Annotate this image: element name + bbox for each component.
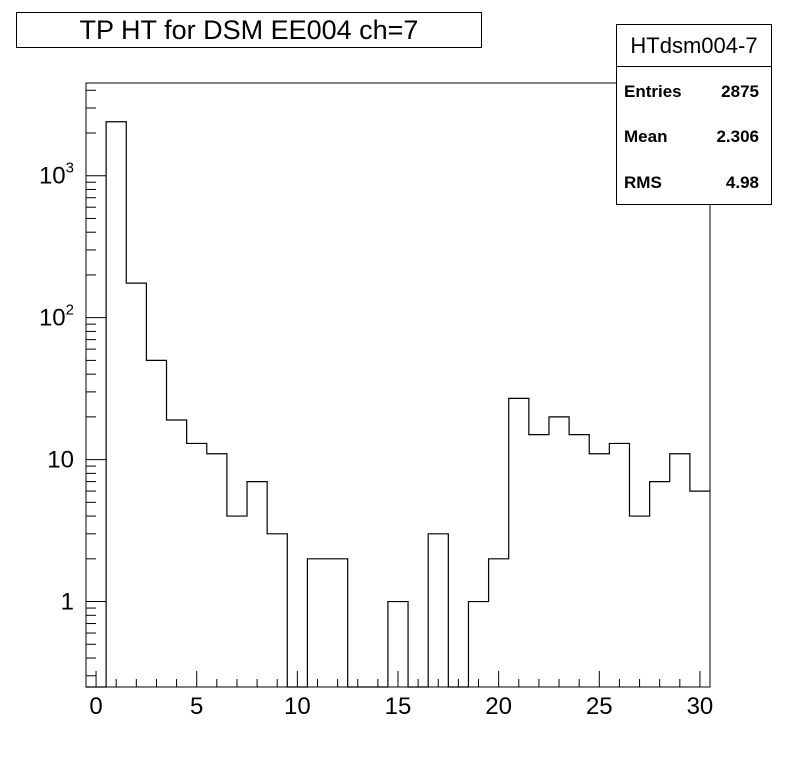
histogram-bin <box>468 602 488 687</box>
stats-row-entries: Entries 2875 <box>617 81 771 103</box>
histogram-bin <box>670 454 690 687</box>
histogram-bin <box>529 435 549 687</box>
histogram-bin <box>509 398 529 687</box>
histogram-bin <box>428 534 448 687</box>
y-tick-label: 103 <box>39 160 74 190</box>
stats-key: Mean <box>624 127 668 146</box>
x-tick-label: 5 <box>190 693 203 720</box>
histogram-bin <box>629 516 649 687</box>
histogram-bin <box>267 534 287 687</box>
histogram-bin <box>167 420 187 687</box>
histogram-bin <box>589 454 609 687</box>
stats-row-mean: Mean 2.306 <box>617 126 771 148</box>
histogram-bin <box>609 443 629 687</box>
stats-value: 2.306 <box>716 127 759 146</box>
histogram-bin <box>549 417 569 687</box>
histogram-bin <box>650 482 670 687</box>
histogram-bin <box>247 482 267 687</box>
histogram-bin <box>569 435 589 687</box>
x-tick-label: 15 <box>385 693 412 720</box>
stats-box: HTdsm004-7 Entries 2875 Mean 2.306 RMS 4… <box>616 24 772 205</box>
histogram-bin <box>187 443 207 687</box>
x-tick-label: 0 <box>89 693 102 720</box>
stats-key: Entries <box>624 82 682 101</box>
histogram-bin <box>126 283 146 687</box>
x-tick-label: 10 <box>284 693 311 720</box>
stats-value: 2875 <box>721 82 759 101</box>
stats-key: RMS <box>624 173 662 192</box>
y-tick-label: 10 <box>47 447 74 474</box>
histogram-bin <box>207 454 227 687</box>
histogram-bin <box>227 516 247 687</box>
x-tick-label: 20 <box>485 693 512 720</box>
stats-value: 4.98 <box>725 173 759 192</box>
histogram-bin <box>328 559 348 687</box>
chart-title: TP HT for DSM EE004 ch=7 <box>16 12 482 48</box>
y-tick-label: 102 <box>39 302 74 332</box>
histogram-bin <box>690 491 710 687</box>
y-tick-labels: 1 10 102 103 <box>39 160 74 616</box>
histogram-bin <box>307 559 327 687</box>
histogram-bin <box>106 122 126 687</box>
x-tick-label: 25 <box>586 693 613 720</box>
y-tick-label: 1 <box>61 589 74 616</box>
stats-name: HTdsm004-7 <box>617 25 771 67</box>
histogram-outline <box>86 121 710 688</box>
histogram-bin <box>146 360 166 687</box>
x-tick-label: 30 <box>687 693 714 720</box>
stats-row-rms: RMS 4.98 <box>617 172 771 194</box>
histogram-bin <box>489 559 509 687</box>
x-tick-labels: 0 5 10 15 20 25 30 <box>89 693 713 720</box>
axis-ticks <box>86 89 701 687</box>
